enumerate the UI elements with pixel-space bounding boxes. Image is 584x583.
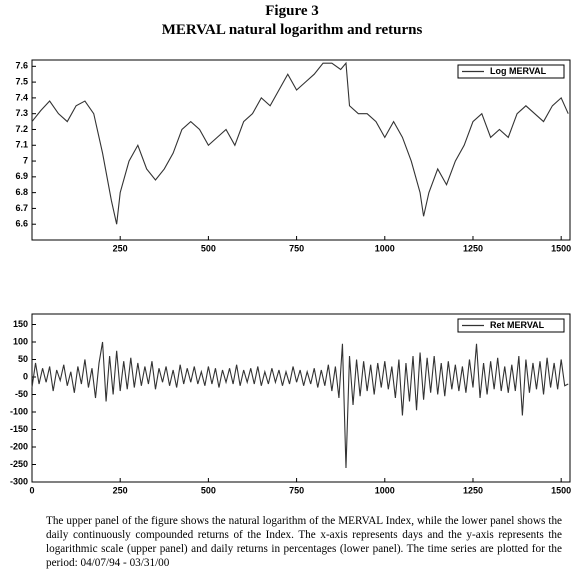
y-tick-label: -300 <box>10 476 28 486</box>
x-tick-label: 750 <box>289 243 304 253</box>
y-tick-label: 6.8 <box>15 187 28 197</box>
y-tick-label: 7.1 <box>15 140 28 150</box>
y-tick-label: 50 <box>18 354 28 364</box>
x-tick-label: 1000 <box>375 243 395 253</box>
y-tick-label: 7 <box>23 155 28 165</box>
y-tick-label: 7.2 <box>15 124 28 134</box>
y-tick-label: 7.4 <box>15 92 28 102</box>
y-tick-label: 100 <box>13 336 28 346</box>
x-tick-label: 250 <box>113 485 128 495</box>
y-tick-label: 7.5 <box>15 76 28 86</box>
x-tick-label: 250 <box>113 243 128 253</box>
data-line <box>31 341 569 469</box>
y-tick-label: 7.3 <box>15 108 28 118</box>
y-tick-label: 7.6 <box>15 61 28 71</box>
legend-label: Ret MERVAL <box>490 320 545 330</box>
x-tick-label: 1500 <box>551 485 571 495</box>
x-tick-label: 1500 <box>551 243 571 253</box>
y-tick-label: 6.9 <box>15 171 28 181</box>
y-tick-label: -100 <box>10 406 28 416</box>
legend-box <box>457 318 565 333</box>
figure-title: MERVAL natural logarithm and returns <box>161 22 423 38</box>
x-tick-label: 500 <box>201 243 216 253</box>
y-tick-label: 6.6 <box>15 219 28 229</box>
legend-label: Log MERVAL <box>490 66 547 76</box>
y-tick-label: -200 <box>10 441 28 451</box>
y-tick-label: -250 <box>10 459 28 469</box>
y-tick-label: -150 <box>10 424 28 434</box>
data-line <box>31 61 569 225</box>
y-tick-label: 6.7 <box>15 203 28 213</box>
figure-label: Figure 3 <box>265 3 319 19</box>
x-tick-label: 0 <box>29 485 34 495</box>
figure-heading: Figure 3 MERVAL natural logarithm and re… <box>0 2 584 40</box>
x-tick-label: 500 <box>201 485 216 495</box>
x-tick-label: 1250 <box>463 485 483 495</box>
x-tick-label: 1000 <box>375 485 395 495</box>
y-tick-label: -50 <box>15 389 28 399</box>
y-tick-label: 150 <box>13 319 28 329</box>
x-tick-label: 750 <box>289 485 304 495</box>
y-tick-label: 0 <box>23 371 28 381</box>
caption: The upper panel of the figure shows the … <box>46 515 562 569</box>
plot-frame <box>31 313 571 483</box>
x-tick-label: 1250 <box>463 243 483 253</box>
legend-box <box>457 64 565 79</box>
plot-frame <box>31 59 571 241</box>
